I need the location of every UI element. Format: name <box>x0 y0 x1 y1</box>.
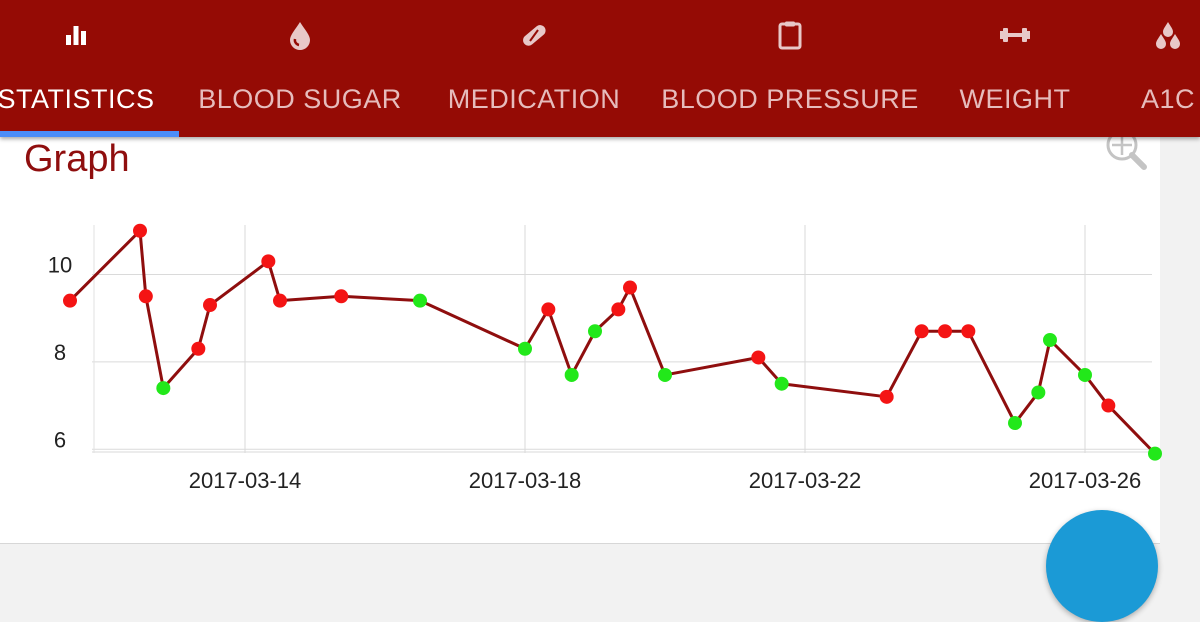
series-line-segment <box>1036 338 1052 394</box>
graph-card: Graph <box>0 129 1160 544</box>
data-point <box>334 289 349 304</box>
series-line-segment <box>339 294 422 303</box>
chart-lines <box>68 229 1157 456</box>
data-point <box>191 341 206 356</box>
bar-chart-icon <box>66 26 86 45</box>
data-point <box>518 341 532 356</box>
series-line-segment <box>1048 338 1087 377</box>
series-line-segment <box>68 229 142 303</box>
drops-icon <box>1156 22 1180 49</box>
data-point <box>564 367 579 382</box>
data-point <box>938 324 952 339</box>
data-point <box>658 367 672 382</box>
data-point <box>261 254 276 269</box>
x-tick-label: 2017-03-18 <box>469 468 582 493</box>
card-title: Graph <box>24 138 130 180</box>
tab-label-blood-pressure: BLOOD PRESSURE <box>661 84 919 114</box>
tab-label-medication: MEDICATION <box>447 84 621 114</box>
pill-icon <box>523 25 546 46</box>
x-tick-label: 2017-03-22 <box>749 468 862 493</box>
series-line-segment <box>144 294 165 390</box>
series-line-segment <box>546 307 574 377</box>
data-point <box>133 223 147 238</box>
series-line-segment <box>208 259 270 307</box>
series-line-segment <box>523 307 550 351</box>
series-line-segment <box>663 355 760 377</box>
y-tick-label: 6 <box>54 427 66 452</box>
series-line-segment <box>885 329 924 399</box>
data-point <box>1101 398 1116 413</box>
data-point <box>1008 416 1022 431</box>
data-point <box>751 350 766 365</box>
chart-ticks: 6 8 10 2017-03-14 2017-03-18 2017-03-22 2017-0… <box>48 252 1142 493</box>
data-point <box>156 381 171 396</box>
series-line-segment <box>418 299 527 351</box>
data-point <box>273 293 287 308</box>
data-point <box>588 324 602 339</box>
clipboard-icon <box>778 21 802 50</box>
app-bar: STATISTICS BLOOD SUGAR MEDICATION BLOOD … <box>0 0 1200 137</box>
y-tick-label: 8 <box>54 340 66 365</box>
data-point <box>961 324 976 339</box>
tab-blood-sugar[interactable]: BLOOD SUGAR <box>179 0 423 137</box>
chart-grid <box>92 225 1152 453</box>
data-point <box>1078 367 1092 382</box>
series-line-segment <box>966 329 1017 425</box>
data-point <box>623 280 637 295</box>
glucose-chart: 6 8 10 2017-03-14 2017-03-18 2017-03-22 2017-0… <box>48 223 1162 493</box>
x-tick-label: 2017-03-26 <box>1029 468 1142 493</box>
data-point <box>1043 333 1057 347</box>
data-point <box>611 302 626 317</box>
dumbbell-icon <box>1000 28 1030 42</box>
drop-icon <box>290 22 310 50</box>
data-point <box>774 376 789 391</box>
series-line-segment <box>570 329 597 377</box>
x-tick-label: 2017-03-14 <box>189 468 302 493</box>
data-point <box>1148 446 1162 461</box>
data-point <box>203 298 217 313</box>
add-entry-button[interactable] <box>1046 510 1158 622</box>
data-point <box>879 389 894 404</box>
tab-label-blood-sugar: BLOOD SUGAR <box>198 84 402 114</box>
series-line-segment <box>628 286 667 377</box>
tab-medication[interactable]: MEDICATION <box>423 0 645 137</box>
series-line-segment <box>1106 404 1157 456</box>
series-line-segment <box>780 382 889 399</box>
series-line-segment <box>161 347 200 390</box>
tab-indicator <box>0 131 179 137</box>
data-point <box>138 289 153 304</box>
tab-a1c[interactable]: A1C <box>1092 0 1200 137</box>
tab-label-a1c: A1C <box>1140 84 1196 114</box>
tab-blood-pressure[interactable]: BLOOD PRESSURE <box>645 0 937 137</box>
tab-label-weight: WEIGHT <box>959 84 1071 114</box>
series-line-segment <box>196 303 212 351</box>
tab-label-statistics: STATISTICS <box>0 84 155 114</box>
series-line-segment <box>138 229 148 298</box>
data-point <box>413 293 427 308</box>
data-point <box>63 293 77 308</box>
data-point <box>1031 385 1046 400</box>
chart-points <box>63 223 1162 461</box>
tab-statistics[interactable]: STATISTICS <box>0 0 179 137</box>
data-point <box>541 302 556 317</box>
tab-weight[interactable]: WEIGHT <box>937 0 1092 137</box>
series-line-segment <box>278 294 343 303</box>
y-tick-label: 10 <box>48 252 72 277</box>
data-point <box>914 324 929 339</box>
